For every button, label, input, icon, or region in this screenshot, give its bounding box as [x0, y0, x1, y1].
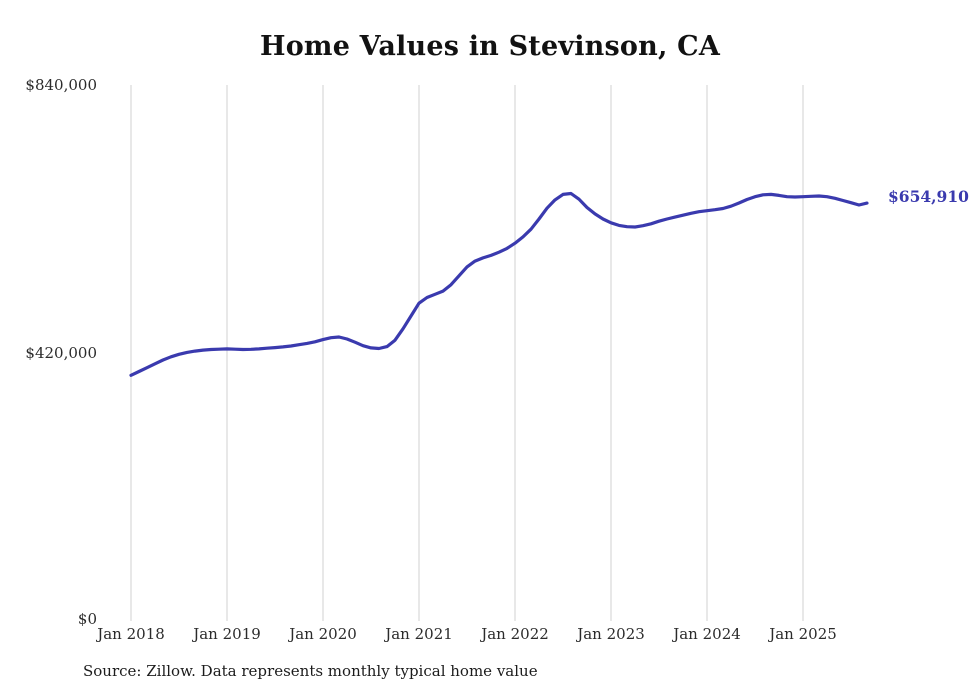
current-value-label: $654,910 [888, 187, 969, 206]
x-axis-tick-jan-2022: Jan 2022 [481, 625, 549, 643]
x-axis-tick-jan-2020: Jan 2020 [289, 625, 357, 643]
x-axis-tick-jan-2025: Jan 2025 [769, 625, 837, 643]
chart-title: Home Values in Stevinson, CA [260, 31, 720, 62]
x-axis-tick-jan-2018: Jan 2018 [97, 625, 165, 643]
x-axis-tick-jan-2024: Jan 2024 [673, 625, 741, 643]
source-note: Source: Zillow. Data represents monthly … [83, 662, 538, 680]
y-axis-tick-840000: $840,000 [25, 76, 97, 94]
home-value-line [129, 191, 869, 377]
x-axis-tick-jan-2019: Jan 2019 [193, 625, 261, 643]
x-axis-tick-jan-2021: Jan 2021 [385, 625, 453, 643]
x-axis-tick-jan-2023: Jan 2023 [577, 625, 645, 643]
y-axis-tick-0: $0 [77, 610, 97, 628]
y-axis-tick-420000: $420,000 [25, 344, 97, 362]
